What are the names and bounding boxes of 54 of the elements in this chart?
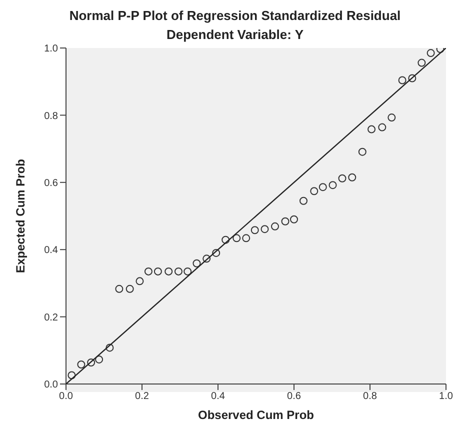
- chart-subtitle: Dependent Variable: Y: [165, 27, 305, 42]
- x-axis-title: Observed Cum Prob: [198, 408, 314, 422]
- chart-title: Normal P-P Plot of Regression Standardized Residual: [68, 8, 402, 23]
- point: [95, 355, 104, 364]
- point: [418, 58, 426, 67]
- x-tick-label: 0.6: [287, 391, 302, 402]
- x-tick-label: 0.0: [59, 391, 74, 402]
- y-tick-label: 0.4: [44, 245, 58, 256]
- point: [328, 181, 337, 190]
- point: [338, 174, 346, 182]
- point: [408, 74, 416, 82]
- point: [115, 284, 124, 293]
- point: [368, 125, 376, 134]
- point: [310, 187, 318, 196]
- x-tick-label: 1.0: [439, 391, 454, 402]
- point: [202, 254, 211, 263]
- point: [192, 259, 201, 268]
- point: [144, 267, 152, 276]
- point: [318, 183, 327, 192]
- y-tick-label: 0.6: [44, 178, 58, 189]
- point: [154, 267, 162, 276]
- point: [87, 358, 96, 366]
- point: [77, 360, 86, 369]
- x-tick-label: 0.8: [363, 391, 378, 402]
- point: [126, 284, 134, 293]
- point: [136, 277, 144, 286]
- point: [300, 196, 308, 205]
- point: [378, 123, 386, 132]
- point: [68, 371, 76, 380]
- point: [398, 76, 406, 84]
- point: [388, 114, 396, 122]
- point: [290, 215, 298, 224]
- y-tick-label: 0.2: [44, 312, 58, 324]
- y-axis-title: Expected Cum Prob: [13, 158, 28, 274]
- point: [232, 234, 241, 242]
- point: [281, 217, 290, 226]
- point: [426, 49, 435, 58]
- y-tick-label: 0.0: [44, 380, 58, 391]
- point: [222, 236, 230, 244]
- point: [250, 226, 259, 234]
- point: [174, 267, 182, 276]
- point: [106, 344, 114, 352]
- point: [212, 248, 220, 257]
- x-tick-label: 0.2: [135, 391, 150, 402]
- point: [271, 222, 279, 230]
- y-tick-label: 0.8: [44, 110, 58, 122]
- point: [348, 173, 356, 182]
- point: [164, 267, 173, 276]
- point: [184, 267, 192, 276]
- point: [260, 225, 269, 234]
- point: [242, 234, 250, 242]
- x-tick-label: 0.4: [211, 391, 226, 402]
- y-tick-label: 1.0: [44, 44, 58, 55]
- point: [358, 148, 366, 156]
